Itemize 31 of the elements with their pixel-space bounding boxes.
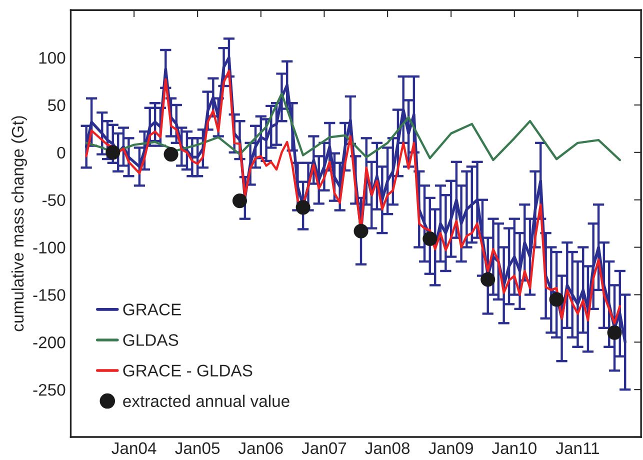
y-tick-label: -250 bbox=[33, 384, 66, 396]
y-tick-label: 50 bbox=[48, 99, 66, 112]
legend-label: extracted annual value bbox=[123, 394, 290, 408]
line-series bbox=[85, 92, 622, 162]
point bbox=[164, 147, 178, 162]
y-tick-label: -150 bbox=[33, 289, 66, 301]
point bbox=[232, 194, 248, 208]
point bbox=[296, 200, 310, 215]
point bbox=[106, 145, 120, 160]
point bbox=[422, 231, 438, 246]
point bbox=[549, 292, 564, 307]
y-axis-title: cumulative mass change (Gt) bbox=[11, 116, 27, 332]
y-tick-label: -200 bbox=[33, 336, 66, 348]
legend-label: GRACE bbox=[123, 304, 181, 316]
point bbox=[354, 224, 368, 238]
legend-label: GLDAS bbox=[123, 334, 178, 346]
x-tick-label: Jan05 bbox=[175, 442, 220, 454]
x-tick-label: Jan08 bbox=[365, 442, 410, 454]
point bbox=[480, 272, 496, 287]
x-tick-label: Jan09 bbox=[428, 442, 473, 454]
x-tick-label: Jan11 bbox=[556, 442, 600, 454]
y-tick-label: 0 bbox=[57, 146, 66, 159]
x-tick-label: Jan10 bbox=[492, 442, 536, 454]
x-tick-label: Jan06 bbox=[238, 442, 283, 454]
legend-label: GRACE - GLDAS bbox=[123, 364, 252, 377]
x-tick-label: Jan07 bbox=[302, 442, 346, 454]
x-tick-label: Jan04 bbox=[112, 442, 156, 454]
point bbox=[607, 325, 622, 340]
y-tick-label: -100 bbox=[33, 242, 66, 254]
y-tick-label: 100 bbox=[39, 52, 66, 64]
y-tick-label: -50 bbox=[42, 194, 66, 206]
